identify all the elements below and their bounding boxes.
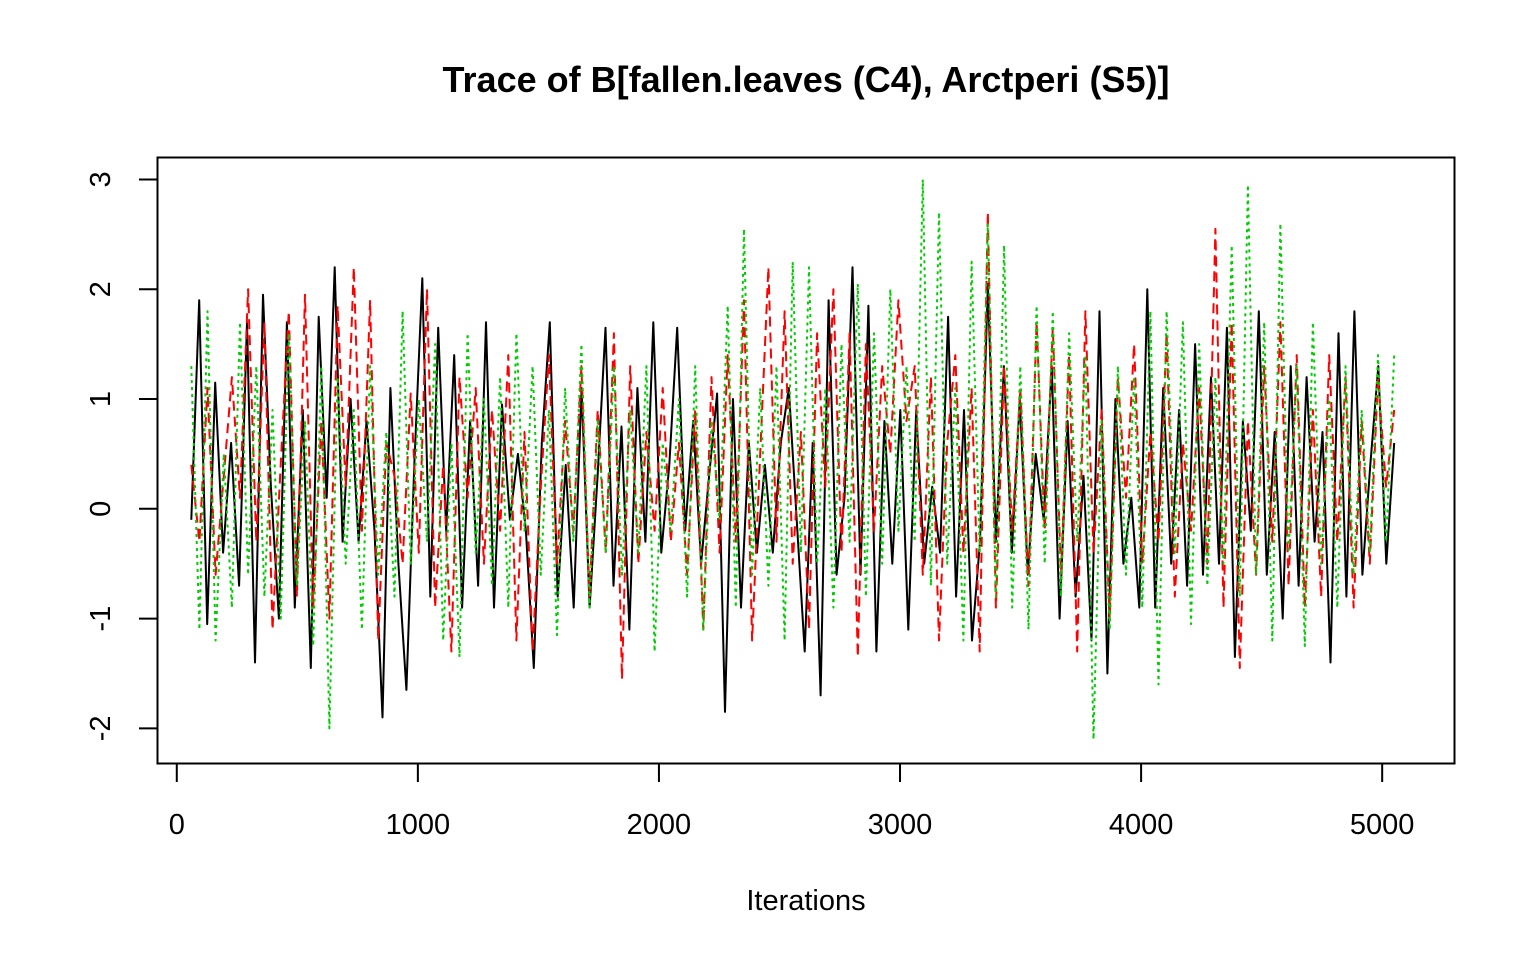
x-axis-title: Iterations <box>746 885 865 917</box>
series-line-2 <box>190 211 1396 680</box>
chart-title: Trace of B[fallen.leaves (C4), Arctperi … <box>443 59 1170 100</box>
x-tick-label: 4000 <box>1109 809 1174 841</box>
x-tick-label: 5000 <box>1350 809 1415 841</box>
series-line-1 <box>190 266 1396 719</box>
series-line-3 <box>190 178 1396 741</box>
x-tick-label: 1000 <box>386 809 451 841</box>
x-tick-label: 3000 <box>868 809 933 841</box>
y-tick-label: 1 <box>85 391 117 407</box>
x-tick-label: 0 <box>169 809 185 841</box>
y-axis: -2 -1 0 1 2 3 <box>85 171 159 741</box>
y-tick-label: 3 <box>85 171 117 187</box>
y-tick-label: 0 <box>85 501 117 517</box>
x-tick-label: 2000 <box>627 809 692 841</box>
x-axis: 0 1000 2000 3000 4000 5000 <box>169 762 1415 841</box>
series-layer <box>190 178 1396 741</box>
y-tick-label: -1 <box>85 606 117 632</box>
y-tick-label: -2 <box>85 715 117 741</box>
y-tick-label: 2 <box>85 281 117 297</box>
